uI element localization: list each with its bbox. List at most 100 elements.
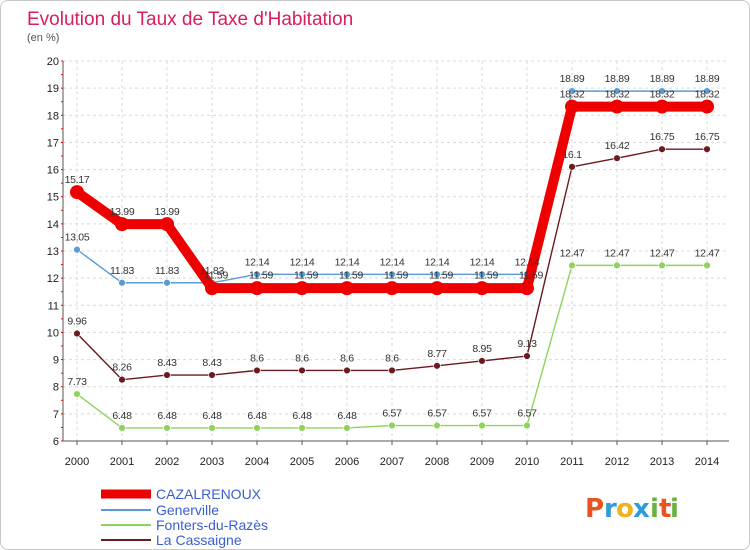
data-label: 6.57 bbox=[427, 408, 447, 420]
data-point bbox=[568, 163, 576, 171]
data-label: 13.99 bbox=[110, 206, 135, 218]
data-point bbox=[478, 421, 486, 430]
data-label: 12.14 bbox=[515, 256, 540, 268]
data-point bbox=[73, 390, 81, 398]
data-point bbox=[250, 281, 264, 296]
data-label: 11.59 bbox=[429, 269, 453, 281]
logo-letter: x bbox=[633, 494, 650, 524]
data-point bbox=[520, 281, 534, 296]
data-point bbox=[388, 421, 396, 430]
y-tick-label: 6 bbox=[53, 436, 59, 448]
data-label: 6.48 bbox=[157, 410, 177, 422]
data-point bbox=[118, 279, 126, 287]
data-label: 11.59 bbox=[384, 269, 408, 281]
data-point bbox=[118, 424, 126, 432]
series-layer bbox=[70, 87, 714, 432]
data-label: 8.6 bbox=[385, 352, 399, 364]
data-label: 12.14 bbox=[290, 256, 315, 268]
data-label: 12.47 bbox=[695, 247, 720, 259]
data-label: 18.32 bbox=[605, 89, 630, 101]
legend: CAZALRENOUXGenervilleFonters-du-RazèsLa … bbox=[101, 486, 268, 548]
data-point bbox=[703, 87, 711, 95]
data-point bbox=[433, 270, 441, 279]
data-label: 11.59 bbox=[294, 269, 318, 281]
data-label: 18.89 bbox=[605, 73, 630, 85]
y-tick-label: 14 bbox=[47, 219, 59, 231]
x-tick-label: 2006 bbox=[335, 456, 359, 468]
x-tick-label: 2010 bbox=[515, 456, 539, 468]
data-label: 18.32 bbox=[695, 89, 720, 101]
data-label: 18.32 bbox=[560, 89, 585, 101]
data-label: 18.32 bbox=[650, 89, 675, 101]
data-label: 9.96 bbox=[67, 316, 87, 328]
y-tick-label: 9 bbox=[53, 355, 59, 367]
data-point bbox=[298, 424, 306, 432]
data-label: 18.89 bbox=[560, 73, 585, 85]
data-label: 6.48 bbox=[292, 410, 312, 422]
data-label: 11.59 bbox=[474, 269, 498, 281]
data-point bbox=[565, 99, 579, 114]
data-point bbox=[343, 424, 351, 432]
data-label: 12.14 bbox=[245, 256, 270, 268]
data-label: 7.73 bbox=[67, 376, 87, 388]
data-point bbox=[568, 261, 576, 270]
data-label: 15.17 bbox=[65, 174, 90, 186]
data-point bbox=[433, 362, 441, 370]
y-tick-label: 16 bbox=[47, 165, 59, 177]
data-point bbox=[208, 424, 216, 432]
data-point bbox=[613, 154, 621, 162]
y-tick-label: 11 bbox=[48, 300, 59, 312]
data-point bbox=[388, 270, 396, 279]
data-point bbox=[655, 99, 669, 114]
y-tick-label: 7 bbox=[53, 409, 59, 421]
data-point bbox=[475, 281, 489, 296]
data-point bbox=[208, 371, 216, 379]
data-point bbox=[340, 281, 354, 296]
data-label: 13.05 bbox=[65, 232, 90, 244]
data-point bbox=[253, 424, 261, 432]
x-tick-label: 2005 bbox=[290, 456, 314, 468]
data-label: 12.47 bbox=[560, 247, 585, 259]
logo-letter: i bbox=[650, 494, 659, 524]
data-point bbox=[385, 281, 399, 296]
data-label: 11.83 bbox=[200, 265, 224, 277]
y-tick-label: 20 bbox=[47, 56, 59, 68]
data-label: 16.1 bbox=[562, 149, 582, 161]
data-label: 8.6 bbox=[295, 352, 309, 364]
data-label: 6.57 bbox=[382, 408, 402, 420]
legend-label: La Cassaigne bbox=[156, 532, 242, 548]
axes: 6 7 8 9 10 11 12 13 14 15 16 17 18 19 20 2000 2001 2002 20… bbox=[47, 56, 729, 468]
data-label: 12.14 bbox=[425, 256, 450, 268]
data-label: 16.42 bbox=[605, 140, 630, 152]
data-point bbox=[610, 99, 624, 114]
x-tick-label: 2013 bbox=[650, 456, 674, 468]
data-label: 11.59 bbox=[204, 269, 228, 281]
x-tick-label: 2008 bbox=[425, 456, 449, 468]
data-point bbox=[343, 270, 351, 279]
data-point bbox=[658, 145, 666, 153]
data-point bbox=[205, 281, 219, 296]
data-label: 11.83 bbox=[110, 265, 134, 277]
data-label: 12.14 bbox=[380, 256, 405, 268]
data-point bbox=[523, 352, 531, 360]
data-point bbox=[478, 357, 486, 365]
x-tick-label: 2000 bbox=[65, 456, 89, 468]
x-tick-label: 2011 bbox=[560, 456, 584, 468]
x-tick-label: 2007 bbox=[380, 456, 404, 468]
data-label: 6.48 bbox=[112, 410, 132, 422]
data-point bbox=[613, 87, 621, 95]
data-label: 8.6 bbox=[250, 352, 264, 364]
data-point bbox=[160, 217, 174, 232]
data-point bbox=[388, 366, 396, 375]
data-label: 6.48 bbox=[337, 410, 357, 422]
data-label: 6.57 bbox=[517, 408, 537, 420]
data-point bbox=[658, 261, 666, 270]
data-point bbox=[703, 145, 711, 153]
data-label: 18.89 bbox=[650, 73, 675, 85]
data-label: 8.43 bbox=[202, 357, 222, 369]
x-tick-label: 2003 bbox=[200, 456, 224, 468]
x-tick-label: 2002 bbox=[155, 456, 179, 468]
data-label: 6.48 bbox=[247, 410, 267, 422]
data-point bbox=[613, 261, 621, 270]
data-point bbox=[163, 424, 171, 432]
